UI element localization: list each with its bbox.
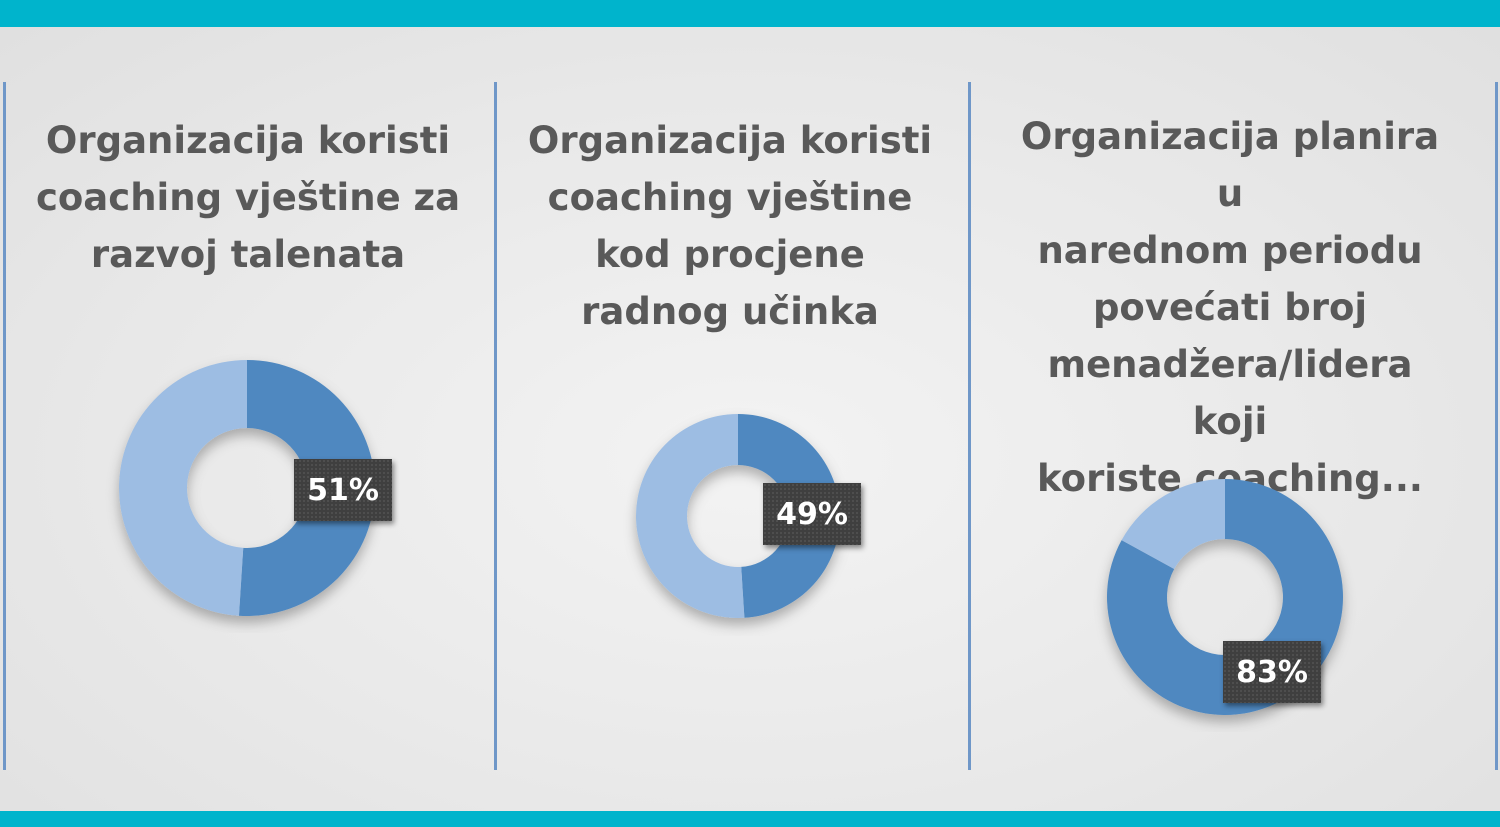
donut-2-slice-2 (635, 414, 745, 618)
donut-chart-1 (118, 360, 375, 616)
chart-title-1: Organizacija koristi coaching vještine z… (35, 119, 461, 276)
donut-3-slice-2 (1121, 479, 1225, 570)
bottom-accent-band (0, 811, 1500, 827)
chart-title-3: Organizacija planira u narednom periodu … (1020, 115, 1440, 500)
data-label-3: 83% (1223, 641, 1321, 703)
chart-title-2: Organizacija koristi coaching vještine k… (527, 119, 933, 333)
panel-divider-2 (968, 82, 971, 770)
donut-1-slice-2 (118, 360, 247, 616)
donut-1-slice-1 (238, 360, 375, 616)
data-label-1: 51% (294, 459, 392, 521)
panel-divider-left (3, 82, 6, 770)
top-accent-band (0, 0, 1500, 27)
data-label-2: 49% (763, 483, 861, 545)
panel-divider-1 (494, 82, 497, 770)
panel-divider-right (1495, 82, 1498, 770)
